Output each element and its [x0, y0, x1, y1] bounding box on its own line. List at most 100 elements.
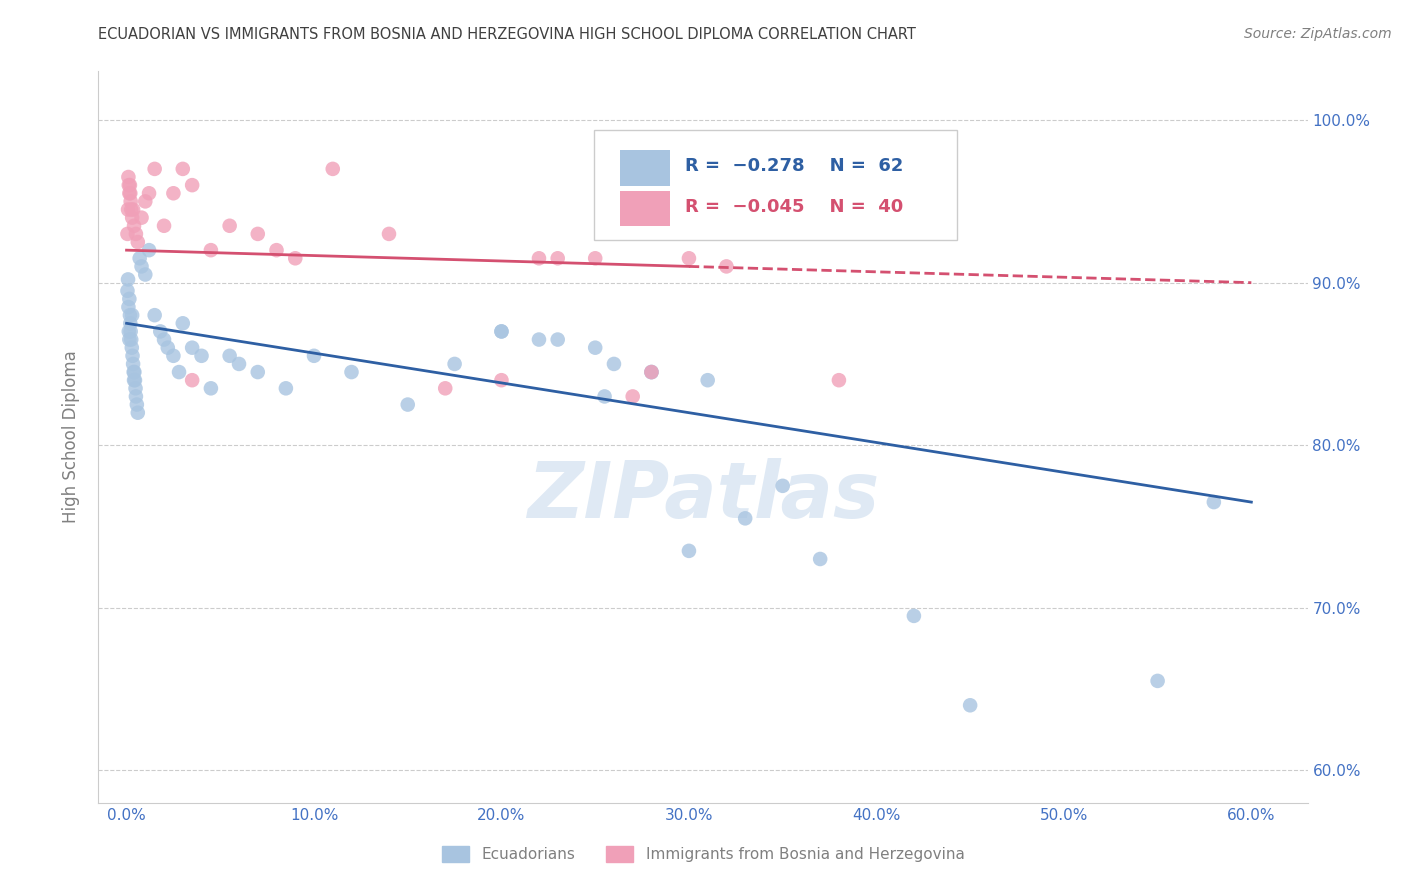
- Point: [443, 357, 465, 371]
- Point: [118, 178, 141, 193]
- Point: [156, 341, 179, 355]
- Text: Source: ZipAtlas.com: Source: ZipAtlas.com: [1244, 27, 1392, 41]
- Point: [128, 252, 150, 266]
- Point: [125, 389, 148, 403]
- Point: [118, 178, 141, 193]
- Point: [138, 186, 160, 201]
- Point: [716, 260, 738, 274]
- Point: [117, 169, 139, 184]
- Point: [162, 349, 184, 363]
- Point: [696, 373, 718, 387]
- Point: [131, 211, 153, 225]
- Point: [959, 698, 981, 713]
- Point: [583, 252, 606, 266]
- Point: [138, 243, 160, 257]
- Point: [122, 365, 145, 379]
- Point: [118, 186, 141, 201]
- Point: [274, 381, 297, 395]
- Point: [125, 227, 148, 241]
- Point: [678, 252, 700, 266]
- Point: [120, 194, 142, 209]
- Point: [640, 365, 662, 379]
- Point: [120, 333, 142, 347]
- Point: [118, 325, 141, 339]
- Point: [640, 365, 662, 379]
- Point: [121, 308, 143, 322]
- Point: [246, 227, 269, 241]
- Text: ZIPatlas: ZIPatlas: [527, 458, 879, 533]
- Point: [125, 398, 148, 412]
- Point: [228, 357, 250, 371]
- Point: [120, 186, 142, 201]
- Text: ECUADORIAN VS IMMIGRANTS FROM BOSNIA AND HERZEGOVINA HIGH SCHOOL DIPLOMA CORRELA: ECUADORIAN VS IMMIGRANTS FROM BOSNIA AND…: [98, 27, 917, 42]
- Point: [121, 349, 143, 363]
- Point: [828, 373, 851, 387]
- Point: [547, 252, 569, 266]
- Point: [1146, 673, 1168, 688]
- Point: [434, 381, 457, 395]
- Point: [117, 300, 139, 314]
- Point: [734, 511, 756, 525]
- Point: [772, 479, 794, 493]
- Point: [218, 349, 240, 363]
- Point: [181, 373, 204, 387]
- Point: [603, 357, 626, 371]
- Point: [1202, 495, 1225, 509]
- Point: [122, 357, 145, 371]
- Point: [118, 292, 141, 306]
- Point: [124, 365, 146, 379]
- Point: [120, 325, 142, 339]
- Point: [593, 389, 616, 403]
- Point: [246, 365, 269, 379]
- Point: [122, 219, 145, 233]
- Point: [120, 202, 142, 217]
- Point: [491, 325, 513, 339]
- Point: [527, 252, 550, 266]
- Point: [124, 373, 146, 387]
- Point: [153, 333, 176, 347]
- Point: [134, 194, 156, 209]
- Point: [527, 333, 550, 347]
- Point: [678, 544, 700, 558]
- Point: [181, 341, 204, 355]
- FancyBboxPatch shape: [595, 130, 957, 240]
- Point: [120, 316, 142, 330]
- Point: [378, 227, 401, 241]
- Point: [162, 186, 184, 201]
- Legend: Ecuadorians, Immigrants from Bosnia and Herzegovina: Ecuadorians, Immigrants from Bosnia and …: [436, 840, 970, 868]
- Text: R =  −0.045    N =  40: R = −0.045 N = 40: [685, 198, 903, 216]
- Point: [167, 365, 190, 379]
- Point: [200, 381, 222, 395]
- Point: [808, 552, 831, 566]
- Point: [143, 161, 166, 176]
- Point: [117, 284, 139, 298]
- Point: [153, 219, 176, 233]
- Point: [117, 202, 139, 217]
- Point: [172, 161, 194, 176]
- Point: [218, 219, 240, 233]
- Point: [172, 316, 194, 330]
- Point: [134, 268, 156, 282]
- Point: [122, 373, 145, 387]
- Point: [127, 406, 149, 420]
- Point: [124, 381, 146, 395]
- Point: [118, 333, 141, 347]
- Point: [491, 325, 513, 339]
- Point: [322, 161, 344, 176]
- Point: [491, 373, 513, 387]
- FancyBboxPatch shape: [620, 191, 671, 227]
- Point: [149, 325, 172, 339]
- Point: [121, 341, 143, 355]
- Point: [181, 178, 204, 193]
- FancyBboxPatch shape: [620, 151, 671, 186]
- Point: [143, 308, 166, 322]
- Point: [190, 349, 212, 363]
- Point: [200, 243, 222, 257]
- Text: R =  −0.278    N =  62: R = −0.278 N = 62: [685, 158, 903, 176]
- Point: [284, 252, 307, 266]
- Point: [127, 235, 149, 249]
- Point: [547, 333, 569, 347]
- Point: [302, 349, 325, 363]
- Point: [131, 260, 153, 274]
- Point: [621, 389, 644, 403]
